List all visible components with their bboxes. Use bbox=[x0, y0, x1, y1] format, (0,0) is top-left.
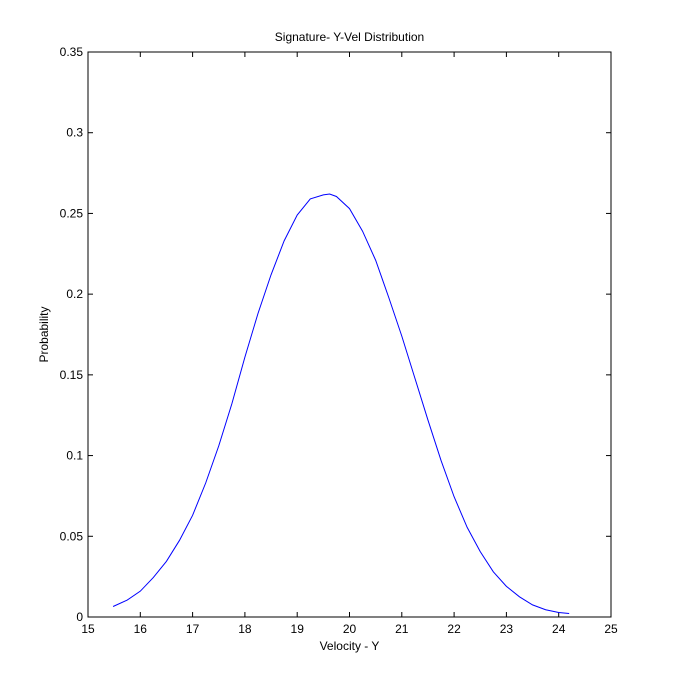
x-axis-label: Velocity - Y bbox=[320, 639, 380, 653]
x-tick-label: 16 bbox=[134, 622, 148, 636]
series-line bbox=[112, 193, 570, 614]
x-tick-label: 20 bbox=[343, 622, 357, 636]
y-axis-label: Probability bbox=[37, 306, 51, 362]
y-tick-label: 0.3 bbox=[66, 126, 83, 140]
x-tick-label: 18 bbox=[238, 622, 252, 636]
y-tick-label: 0.25 bbox=[60, 206, 84, 220]
y-tick-label: 0.35 bbox=[60, 45, 84, 59]
x-tick-label: 22 bbox=[447, 622, 461, 636]
y-tick-label: 0.2 bbox=[66, 287, 83, 301]
x-tick-label: 23 bbox=[500, 622, 514, 636]
x-tick-label: 25 bbox=[604, 622, 618, 636]
x-tick-label: 21 bbox=[395, 622, 409, 636]
y-tick-label: 0.05 bbox=[60, 529, 84, 543]
y-tick-label: 0.1 bbox=[66, 449, 83, 463]
plot-area bbox=[87, 51, 612, 618]
x-tick-label: 19 bbox=[291, 622, 305, 636]
y-tick-label: 0 bbox=[76, 610, 83, 624]
x-tick-label: 15 bbox=[81, 622, 95, 636]
series-layer bbox=[112, 193, 570, 614]
ticks: 15 16 17 18 19 20 21 22 23 24 25 0 0.05 0.1 0.15 0.2 0.2… bbox=[60, 45, 618, 636]
y-tick-label: 0.15 bbox=[60, 368, 84, 382]
x-tick-label: 17 bbox=[186, 622, 200, 636]
chart-title: Signature- Y-Vel Distribution bbox=[275, 30, 424, 44]
x-tick-label: 24 bbox=[552, 622, 566, 636]
